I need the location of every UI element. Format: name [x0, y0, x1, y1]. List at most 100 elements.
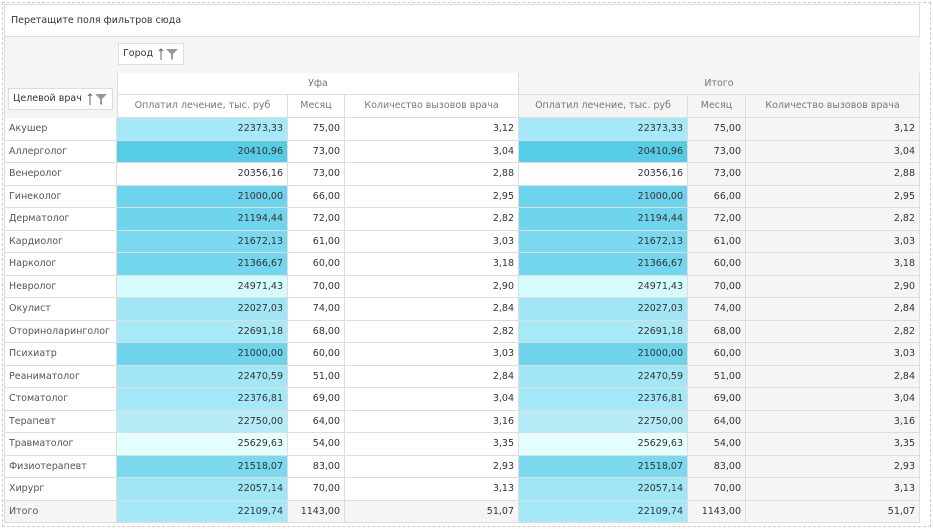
- value-cell: 51,00: [688, 366, 746, 389]
- value-cell: 3,18: [746, 253, 920, 276]
- value-cell: 3,04: [746, 141, 920, 164]
- value-cell: 72,00: [288, 208, 345, 231]
- measure-header: Оплатил лечение, тыс. руб: [117, 95, 288, 118]
- value-cell: 2,82: [345, 321, 519, 344]
- measure-header: Месяц: [288, 95, 345, 118]
- value-cell: 60,00: [288, 253, 345, 276]
- value-cell: 70,00: [288, 478, 345, 501]
- value-cell: 3,13: [345, 478, 519, 501]
- value-cell: 73,00: [688, 163, 746, 186]
- value-cell: 2,95: [345, 186, 519, 209]
- value-cell: 2,82: [746, 208, 920, 231]
- value-cell: 21194,44: [117, 208, 288, 231]
- value-cell: 21000,00: [519, 186, 688, 209]
- value-cell: 2,82: [746, 321, 920, 344]
- column-field-button[interactable]: Город: [118, 43, 184, 65]
- value-cell: 22057,14: [519, 478, 688, 501]
- row-header: Психиатр: [4, 343, 117, 366]
- row-header: Травматолог: [4, 433, 117, 456]
- value-cell: 21000,00: [117, 186, 288, 209]
- value-cell: 22109,74: [117, 501, 288, 524]
- sort-filter-icons: [157, 47, 179, 61]
- value-cell: 3,12: [345, 118, 519, 141]
- value-cell: 22027,03: [117, 298, 288, 321]
- value-cell: 20356,16: [519, 163, 688, 186]
- row-header: Аллерголог: [4, 141, 117, 164]
- value-cell: 22470,59: [519, 366, 688, 389]
- value-cell: 2,95: [746, 186, 920, 209]
- row-header: Терапевт: [4, 411, 117, 434]
- column-group-header: Итого: [519, 73, 920, 95]
- value-cell: 2,93: [345, 456, 519, 479]
- value-cell: 24971,43: [117, 276, 288, 299]
- value-cell: 21000,00: [117, 343, 288, 366]
- value-cell: 2,90: [746, 276, 920, 299]
- value-cell: 2,88: [746, 163, 920, 186]
- value-cell: 20356,16: [117, 163, 288, 186]
- value-cell: 61,00: [688, 231, 746, 254]
- value-cell: 60,00: [688, 253, 746, 276]
- value-cell: 24971,43: [519, 276, 688, 299]
- value-cell: 3,04: [345, 388, 519, 411]
- value-cell: 73,00: [688, 141, 746, 164]
- value-cell: 64,00: [288, 411, 345, 434]
- value-cell: 25629,63: [519, 433, 688, 456]
- value-cell: 54,00: [688, 433, 746, 456]
- measure-header: Оплатил лечение, тыс. руб: [519, 95, 688, 118]
- value-cell: 22027,03: [519, 298, 688, 321]
- row-header: Дерматолог: [4, 208, 117, 231]
- value-cell: 2,90: [345, 276, 519, 299]
- value-cell: 21672,13: [519, 231, 688, 254]
- value-cell: 2,84: [746, 298, 920, 321]
- value-cell: 2,82: [345, 208, 519, 231]
- value-cell: 2,84: [746, 366, 920, 389]
- value-cell: 60,00: [688, 343, 746, 366]
- value-cell: 22750,00: [519, 411, 688, 434]
- value-cell: 60,00: [288, 343, 345, 366]
- value-cell: 1143,00: [288, 501, 345, 524]
- row-field-button[interactable]: Целевой врач: [8, 88, 113, 110]
- value-cell: 22691,18: [519, 321, 688, 344]
- filter-area[interactable]: Перетащите поля фильтров сюда: [4, 4, 920, 37]
- value-cell: 69,00: [288, 388, 345, 411]
- value-cell: 25629,63: [117, 433, 288, 456]
- row-header: Венеролог: [4, 163, 117, 186]
- value-cell: 83,00: [288, 456, 345, 479]
- value-cell: 73,00: [288, 163, 345, 186]
- measure-header: Количество вызовов врача: [746, 95, 920, 118]
- value-cell: 3,03: [345, 231, 519, 254]
- value-cell: 3,18: [345, 253, 519, 276]
- filter-placeholder: Перетащите поля фильтров сюда: [11, 15, 181, 26]
- value-cell: 22691,18: [117, 321, 288, 344]
- row-header: Физиотерапевт: [4, 456, 117, 479]
- row-header: Гинеколог: [4, 186, 117, 209]
- row-header: Итого: [4, 501, 117, 524]
- value-cell: 54,00: [288, 433, 345, 456]
- value-cell: 3,04: [746, 388, 920, 411]
- value-cell: 3,16: [746, 411, 920, 434]
- row-field-label: Целевой врач: [13, 89, 82, 109]
- row-header: Нарколог: [4, 253, 117, 276]
- value-cell: 66,00: [688, 186, 746, 209]
- value-cell: 21366,67: [117, 253, 288, 276]
- value-cell: 22373,33: [519, 118, 688, 141]
- value-cell: 2,84: [345, 366, 519, 389]
- value-cell: 22057,14: [117, 478, 288, 501]
- value-cell: 70,00: [688, 478, 746, 501]
- value-cell: 2,93: [746, 456, 920, 479]
- row-header: Невролог: [4, 276, 117, 299]
- value-cell: 20410,96: [117, 141, 288, 164]
- measure-header: Месяц: [688, 95, 746, 118]
- value-cell: 51,07: [345, 501, 519, 524]
- row-header: Стоматолог: [4, 388, 117, 411]
- value-cell: 51,07: [746, 501, 920, 524]
- value-cell: 21366,67: [519, 253, 688, 276]
- value-cell: 69,00: [688, 388, 746, 411]
- sort-filter-icons: [86, 92, 108, 106]
- value-cell: 3,12: [746, 118, 920, 141]
- value-cell: 22109,74: [519, 501, 688, 524]
- value-cell: 21672,13: [117, 231, 288, 254]
- value-cell: 21518,07: [519, 456, 688, 479]
- value-cell: 22376,81: [519, 388, 688, 411]
